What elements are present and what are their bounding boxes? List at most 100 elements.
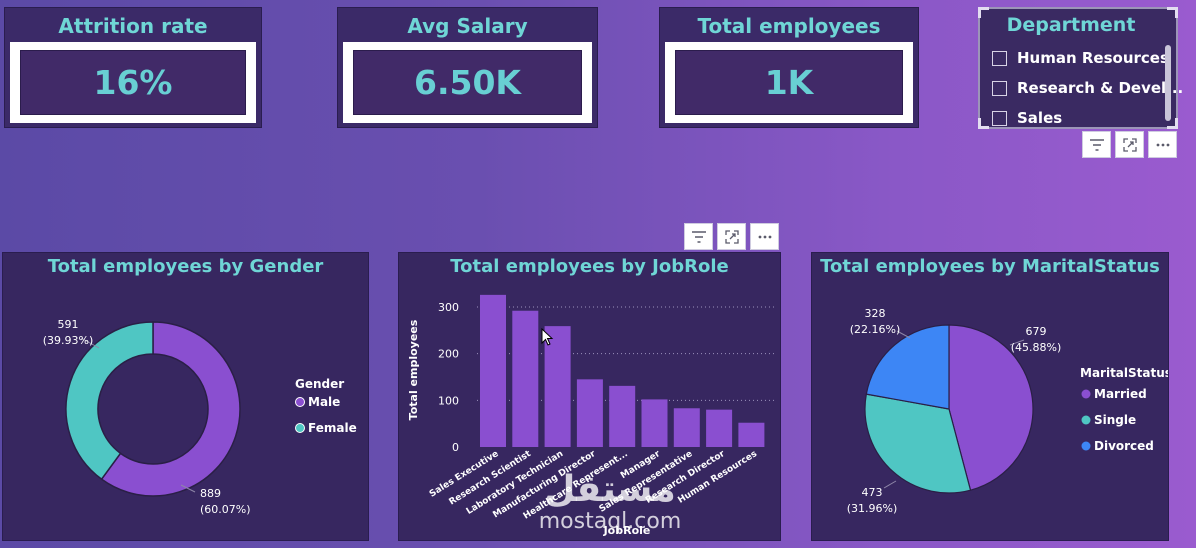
pie-slice-divorced[interactable] [865,324,950,410]
more-options-button[interactable] [1148,131,1177,158]
x-axis-title: JobRole [603,524,651,537]
data-label-value: 328 [865,307,886,320]
legend-title: Gender [295,377,344,391]
y-tick-label: 100 [438,394,459,407]
slicer-toolbar [1082,131,1177,158]
chart-title: Total employees by JobRole [450,256,729,277]
selection-corner [1167,7,1178,18]
data-label-percent: (45.88%) [1011,341,1062,354]
gender-donut-chart: 889 (60.07%) 591 (39.93%) Gender Male Female [43,318,357,516]
kpi-value: 16% [20,50,246,115]
y-axis-title: Total employees [407,319,420,420]
legend-item-divorced[interactable]: Divorced [1094,439,1154,453]
donut-slice-male[interactable] [100,321,241,497]
selection-corner [978,118,989,129]
data-label-percent: (22.16%) [850,323,901,336]
bar-sales-executive[interactable] [480,294,506,447]
data-label-value: 679 [1026,325,1047,338]
slicer-option-human-resources[interactable]: Human Resources [992,43,1169,73]
filter-icon [691,230,706,243]
pie-slice-married[interactable] [948,324,1034,491]
checkbox[interactable] [992,110,1007,126]
donut-slice-female[interactable] [65,321,154,481]
legend-item-female[interactable]: Female [308,421,357,435]
focus-mode-icon [1122,137,1137,152]
legend-marker [295,423,305,433]
gender-chart-card[interactable]: Total employees by Gender 889 (60.07%) 591… [2,252,369,541]
mouse-cursor-icon [541,328,554,346]
slicer-title: Department [1006,14,1136,36]
filter-button[interactable] [1082,131,1111,158]
focus-mode-button[interactable] [1115,131,1144,158]
kpi-frame: 16% [10,42,256,123]
y-tick-label: 0 [452,441,459,454]
department-slicer[interactable]: Department Human Resources Research & De… [978,7,1183,129]
marital-pie-chart: 679 (45.88%) 473 (31.96%) 328 (22.16%) Marital… [847,307,1168,515]
filter-icon [1089,138,1104,151]
y-tick-label: 200 [438,348,459,361]
leader-line [180,484,196,493]
bar-human-resources[interactable] [738,422,765,447]
legend-marker [295,397,305,407]
chart-title: Total employees by MaritalStatus [820,256,1160,277]
slicer-list: Human Resources Research & Devel... Sale… [992,43,1183,133]
focus-mode-button[interactable] [717,223,746,250]
chart-title: Total employees by Gender [47,256,324,277]
data-label-percent: (31.96%) [847,502,898,515]
kpi-card-attrition[interactable]: Attrition rate 16% [4,7,262,128]
slicer-option-research-development[interactable]: Research & Devel... [992,73,1183,103]
more-options-icon [758,235,771,238]
bar-manufacturing-director[interactable] [576,379,603,447]
selection-corner [978,7,989,18]
leader-line [896,330,911,339]
data-label-percent: (60.07%) [200,503,251,516]
data-label-percent: (39.93%) [43,334,94,347]
legend-item-married[interactable]: Married [1094,387,1147,401]
kpi-frame: 6.50K [343,42,592,123]
selection-corner [1167,118,1178,129]
bar-research-scientist[interactable] [512,310,539,447]
data-label-value: 889 [200,487,221,500]
y-tick-label: 300 [438,301,459,314]
checkbox[interactable] [992,50,1007,66]
option-label: Research & Devel... [1017,79,1184,97]
focus-mode-icon [724,229,739,244]
legend-item-male[interactable]: Male [308,395,340,409]
kpi-title: Total employees [697,14,881,38]
more-options-icon [1156,143,1169,146]
kpi-value: 6.50K [353,50,582,115]
slicer-scrollbar[interactable] [1165,45,1171,121]
slicer-option-sales[interactable]: Sales [992,103,1160,133]
checkbox[interactable] [992,80,1007,96]
chart-toolbar [684,223,779,250]
bar-sales-representative[interactable] [673,408,700,447]
kpi-card-total-employees[interactable]: Total employees 1K [659,7,919,128]
filter-button[interactable] [684,223,713,250]
watermark-latin: mostaql.com [538,509,682,534]
option-label: Sales [1017,109,1063,127]
watermark: مستقل mostaql.com [510,470,710,540]
bar-manager[interactable] [641,399,668,447]
option-label: Human Resources [1017,49,1169,67]
bar-laboratory-technician[interactable] [544,326,571,447]
watermark-arabic: مستقل [544,469,676,510]
pie-slice-single[interactable] [864,393,972,494]
kpi-frame: 1K [665,42,913,123]
marital-chart-card[interactable]: Total employees by MaritalStatus 679 (45.… [811,252,1169,541]
more-options-button[interactable] [750,223,779,250]
bar-healthcare-represent[interactable] [609,385,636,447]
data-label-value: 591 [58,318,79,331]
kpi-title: Attrition rate [58,14,208,38]
legend-marker [1081,389,1091,399]
legend-item-single[interactable]: Single [1094,413,1136,427]
leader-line [883,480,897,489]
bar-research-director[interactable] [706,409,733,447]
leader-line [80,337,100,349]
legend-marker [1081,415,1091,425]
jobrole-chart-card[interactable]: Total employees by JobRole 0 100 200 300 Sal… [398,252,781,541]
kpi-value: 1K [675,50,903,115]
kpi-card-avg-salary[interactable]: Avg Salary 6.50K [337,7,598,128]
legend-marker [1081,441,1091,451]
leader-line [1009,339,1025,346]
